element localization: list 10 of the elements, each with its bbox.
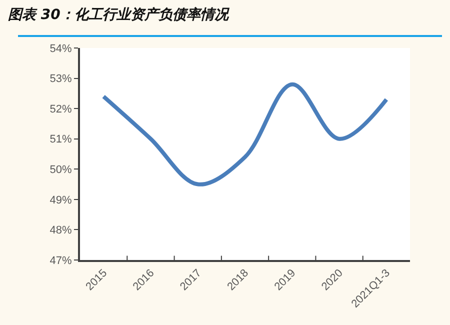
- y-tick-label: 54%: [50, 42, 72, 55]
- y-tick-label: 50%: [50, 164, 72, 176]
- y-tick-label: 52%: [50, 103, 72, 116]
- y-tick-label: 51%: [50, 134, 72, 146]
- y-tick-label: 53%: [50, 73, 72, 86]
- y-tick-label: 47%: [50, 254, 72, 267]
- chart-title: 图表 30：化工行业资产负债率情况: [8, 6, 228, 24]
- line-series: [102, 82, 388, 186]
- y-tick-label: 49%: [50, 194, 72, 206]
- y-tick-label: 48%: [50, 224, 72, 237]
